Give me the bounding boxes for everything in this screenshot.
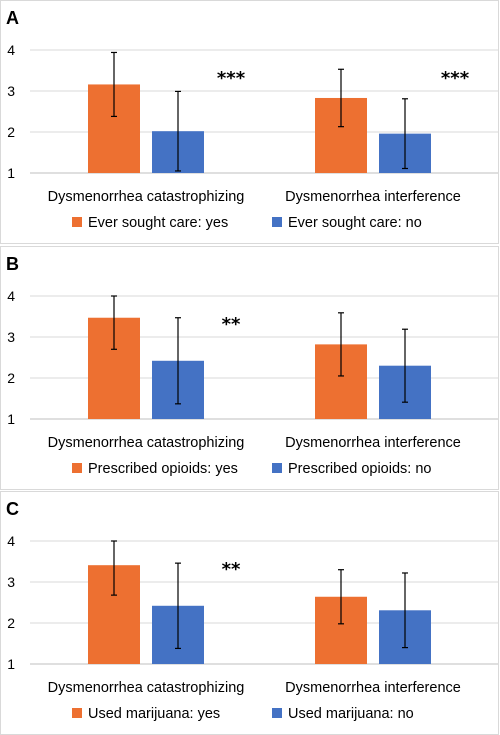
panel-b: B 1 2 3 4 ** Dysmenorrhea catastrophizing Dysme… (0, 246, 499, 490)
legend-label: Used marijuana: no (288, 706, 414, 722)
legend-swatch (272, 217, 282, 227)
y-tick-label: 4 (7, 42, 15, 58)
panel-label: A (6, 8, 19, 28)
y-tick-label: 4 (7, 533, 15, 549)
category-label: Dysmenorrhea interference (285, 189, 461, 205)
significance-marker: *** (217, 68, 246, 89)
legend-swatch (272, 708, 282, 718)
legend-label: Prescribed opioids: yes (88, 461, 238, 477)
legend-swatch (272, 463, 282, 473)
y-tick-label: 2 (7, 124, 15, 140)
legend-label: Prescribed opioids: no (288, 461, 431, 477)
panel-a: A 1 2 3 4 *** *** Dysmenorrhea catastrophizing D… (0, 0, 499, 244)
significance-marker: ** (222, 314, 241, 335)
legend-swatch (72, 463, 82, 473)
y-tick-label: 3 (7, 83, 15, 99)
legend-swatch (72, 708, 82, 718)
legend-swatch (72, 217, 82, 227)
y-tick-label: 1 (7, 411, 15, 427)
y-tick-label: 2 (7, 370, 15, 386)
y-tick-label: 3 (7, 574, 15, 590)
panel-label: C (6, 499, 19, 519)
y-tick-label: 4 (7, 288, 15, 304)
category-label: Dysmenorrhea catastrophizing (48, 189, 245, 205)
significance-marker: *** (441, 68, 470, 89)
category-label: Dysmenorrhea catastrophizing (48, 435, 245, 451)
legend-label: Ever sought care: no (288, 215, 422, 231)
panel-frame (0, 0, 499, 244)
y-tick-label: 3 (7, 329, 15, 345)
category-label: Dysmenorrhea interference (285, 435, 461, 451)
category-label: Dysmenorrhea catastrophizing (48, 680, 245, 696)
legend-label: Ever sought care: yes (88, 215, 228, 231)
y-tick-label: 1 (7, 165, 15, 181)
y-tick-label: 2 (7, 615, 15, 631)
legend-label: Used marijuana: yes (88, 706, 220, 722)
panel-c: C 1 2 3 4 ** Dysmenorrhea catastrophizing Dysme… (0, 491, 499, 735)
panel-label: B (6, 254, 19, 274)
significance-marker: ** (222, 559, 241, 580)
category-label: Dysmenorrhea interference (285, 680, 461, 696)
y-tick-label: 1 (7, 656, 15, 672)
